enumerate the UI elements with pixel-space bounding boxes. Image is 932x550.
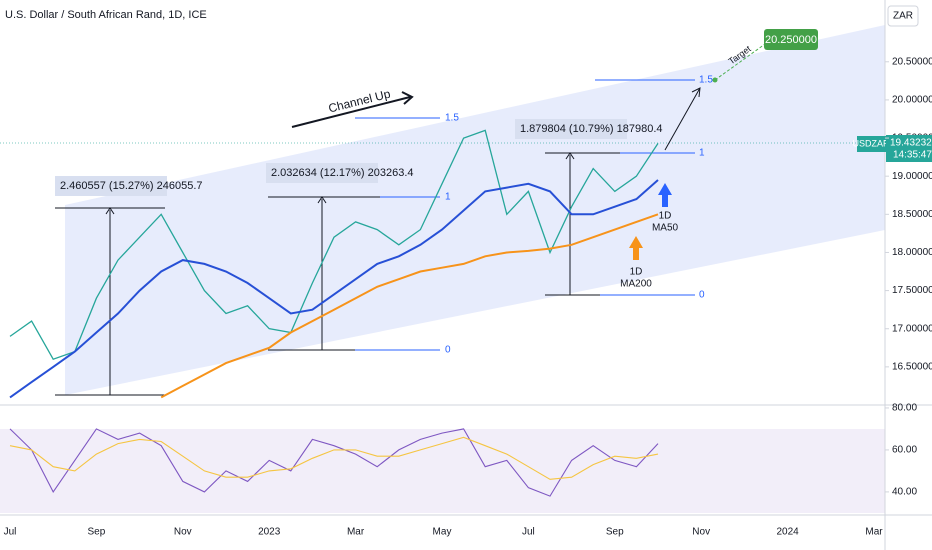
y-tick-label: 18.500000	[892, 209, 932, 220]
channel-label: Channel Up	[327, 87, 392, 116]
target-dot	[712, 77, 718, 83]
measure-label: 2.032634 (12.17%) 203263.4	[271, 167, 414, 179]
ma50-arrow	[658, 183, 672, 207]
fib-label: 1.5	[699, 75, 713, 86]
projection-arrow	[664, 87, 701, 151]
price-line	[9, 129, 659, 360]
ma200-tag: MA200	[620, 279, 652, 290]
x-tick-label: Nov	[692, 527, 710, 538]
measure-box	[266, 163, 378, 183]
ma200-arrow	[629, 236, 643, 260]
x-tick-label: Mar	[865, 527, 883, 538]
rsi-line	[9, 436, 659, 480]
price-tag-box	[886, 135, 932, 162]
channel-arrow-head	[401, 91, 414, 105]
measures	[55, 152, 620, 396]
x-tick-label: May	[433, 527, 452, 538]
x-tick-label: Jul	[522, 527, 535, 538]
last-price: 19.432320	[890, 138, 932, 149]
ma200-tag: 1D	[630, 267, 643, 278]
fib-label: 1.5	[445, 113, 459, 124]
channel-arrow	[291, 96, 411, 128]
y2-tick-label: 80.00	[892, 403, 917, 414]
fib-label: 1	[445, 192, 451, 203]
fib-label: 0	[445, 345, 451, 356]
y-tick-label: 16.500000	[892, 362, 932, 373]
symbol-box	[857, 136, 886, 152]
y-tick-label: 17.000000	[892, 323, 932, 334]
target-price: 20.250000	[765, 34, 817, 46]
fib-lines	[355, 79, 695, 351]
rsi-band	[0, 429, 885, 513]
channel	[65, 25, 885, 395]
y-tick-label: 17.500000	[892, 285, 932, 296]
x-tick-label: Mar	[347, 527, 365, 538]
x-tick-label: Jul	[4, 527, 17, 538]
y-tick-label: 20.000000	[892, 95, 932, 106]
measure-box	[515, 119, 627, 139]
measure-label: 1.879804 (10.79%) 187980.4	[520, 123, 663, 135]
x-tick-label: Sep	[606, 527, 624, 538]
rsi-line	[9, 428, 659, 497]
ma50-tag: MA50	[652, 223, 679, 234]
currency-box	[887, 5, 919, 27]
target-line	[714, 43, 766, 81]
y-tick-label: 18.000000	[892, 247, 932, 258]
currency: ZAR	[893, 11, 913, 22]
y-tick-label: 19.000000	[892, 171, 932, 182]
countdown: 14:35:47	[893, 150, 932, 161]
y2-tick-label: 60.00	[892, 445, 917, 456]
fib-label: 0	[699, 290, 705, 301]
symbol-tag: USDZAR	[852, 138, 890, 148]
measure-label: 2.460557 (15.27%) 246055.7	[60, 180, 203, 192]
x-tick-label: 2024	[776, 527, 799, 538]
x-tick-label: Sep	[88, 527, 106, 538]
chart-title: U.S. Dollar / South African Rand, 1D, IC…	[5, 9, 207, 21]
x-tick-label: Nov	[174, 527, 192, 538]
target-box	[764, 29, 818, 50]
fib-label: 1	[699, 148, 705, 159]
y2-tick-label: 40.00	[892, 487, 917, 498]
x-tick-label: 2023	[258, 527, 281, 538]
ma-line	[9, 179, 659, 399]
ma-line	[160, 213, 659, 399]
measure-box	[55, 176, 167, 196]
y-tick-label: 20.500000	[892, 56, 932, 67]
ma50-tag: 1D	[659, 211, 672, 222]
